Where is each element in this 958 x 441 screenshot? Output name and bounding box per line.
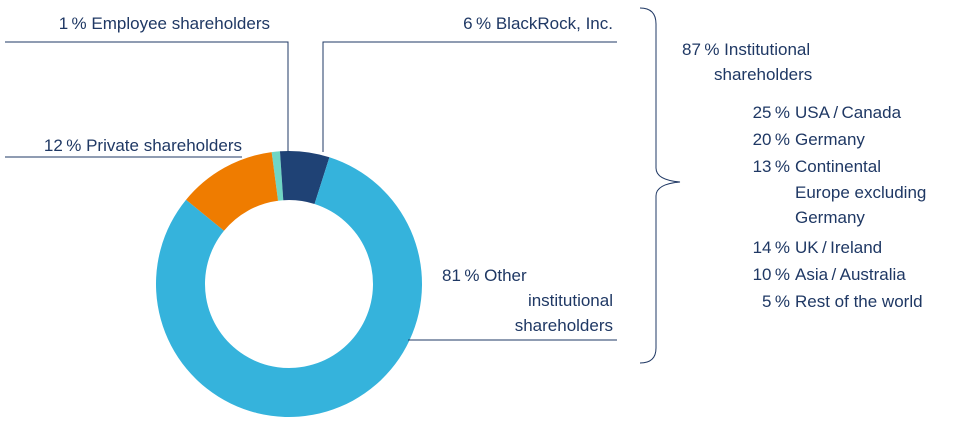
- breakdown-rest-label: Rest of the world: [795, 292, 923, 311]
- institutional-brace: [640, 8, 680, 363]
- label-blackrock: 6 % BlackRock, Inc.: [463, 14, 613, 33]
- breakdown-usa-pct: 25 %: [753, 103, 790, 122]
- breakdown-asia-pct: 10 %: [753, 265, 790, 284]
- leader-line-blackrock: [323, 42, 617, 152]
- label-private-shareholders: 12 % Private shareholders: [44, 136, 242, 155]
- label-other-institutional-line1: 81 % Other: [442, 266, 527, 285]
- breakdown-germany-label: Germany: [795, 130, 865, 149]
- breakdown-rest-pct: 5 %: [762, 292, 790, 311]
- label-institutional-line1: 87 % Institutional: [682, 40, 810, 59]
- breakdown-continental-label-3: Germany: [795, 208, 865, 227]
- label-other-institutional-line2: institutional: [528, 291, 613, 310]
- breakdown-continental-label-2: Europe excluding: [795, 183, 926, 202]
- breakdown-usa-label: USA / Canada: [795, 103, 902, 122]
- donut-slices: [156, 151, 422, 417]
- breakdown-asia-label: Asia / Australia: [795, 265, 906, 284]
- label-institutional-line2: shareholders: [714, 65, 812, 84]
- breakdown-continental-label-1: Continental: [795, 157, 881, 176]
- breakdown-continental-pct: 13 %: [753, 157, 790, 176]
- label-other-institutional-line3: shareholders: [515, 316, 613, 335]
- breakdown-uk-pct: 14 %: [753, 238, 790, 257]
- breakdown-germany-pct: 20 %: [753, 130, 790, 149]
- label-employee-shareholders: 1 % Employee shareholders: [59, 14, 270, 33]
- breakdown-uk-label: UK / Ireland: [795, 238, 882, 257]
